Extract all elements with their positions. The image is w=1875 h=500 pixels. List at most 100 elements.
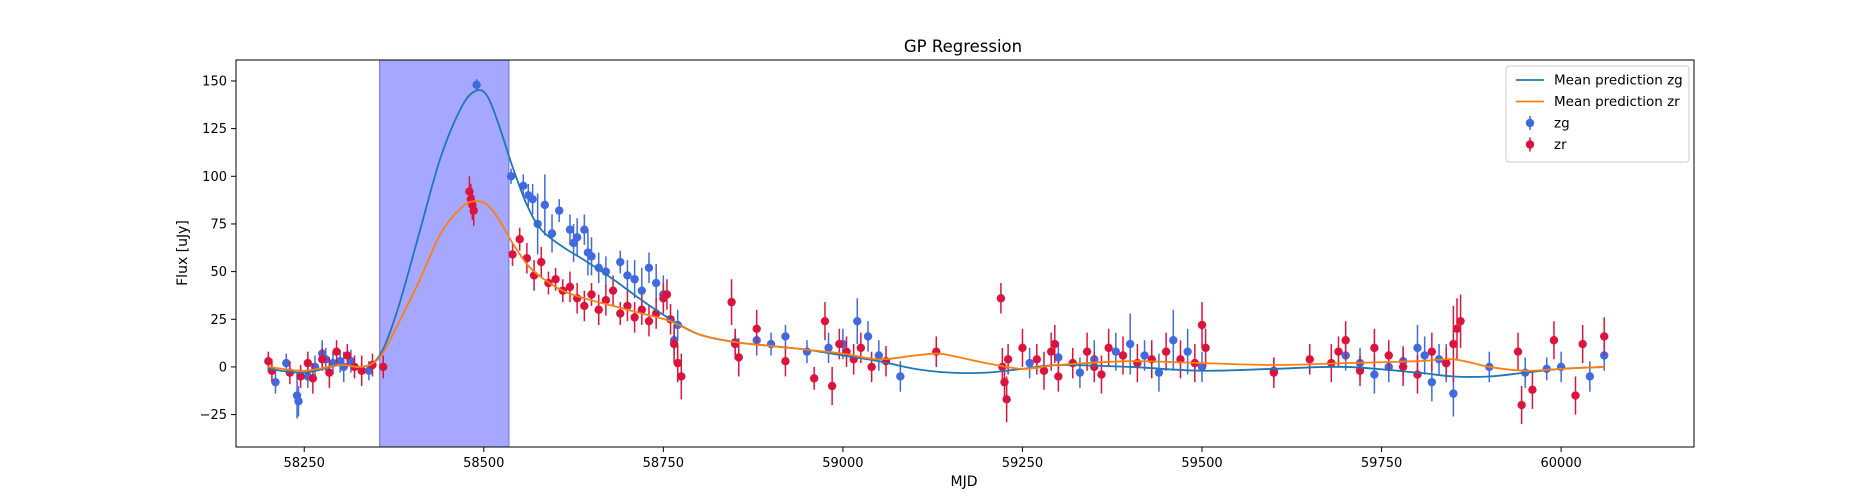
zr-point bbox=[1513, 347, 1523, 356]
zr-point bbox=[1032, 355, 1042, 364]
y-tick-label: 100 bbox=[202, 170, 227, 185]
zr-point bbox=[1082, 347, 1092, 356]
zg-point bbox=[637, 286, 646, 295]
zr-point bbox=[644, 316, 654, 326]
zr-point bbox=[379, 362, 388, 372]
y-tick-label: 75 bbox=[210, 217, 227, 232]
zr-point bbox=[1133, 358, 1142, 368]
zr-point bbox=[608, 286, 618, 295]
zr-point bbox=[932, 347, 941, 356]
zr-point bbox=[1370, 343, 1379, 353]
x-tick-label: 60000 bbox=[1540, 456, 1581, 471]
zr-point bbox=[317, 355, 327, 364]
zg-point bbox=[282, 358, 291, 368]
zr-point bbox=[1334, 347, 1343, 356]
zr-point bbox=[1118, 351, 1128, 360]
zg-point bbox=[271, 377, 280, 387]
zg-point bbox=[863, 332, 873, 341]
zr-point bbox=[1517, 400, 1526, 410]
series-zg bbox=[271, 79, 1609, 419]
zg-point bbox=[781, 332, 790, 341]
zr-point bbox=[867, 362, 876, 372]
zr-point bbox=[1449, 339, 1458, 349]
zr-point bbox=[1384, 351, 1393, 360]
zr-point bbox=[623, 301, 632, 311]
zr-point bbox=[1456, 316, 1465, 326]
zr-point bbox=[1018, 343, 1027, 353]
zr-point bbox=[1097, 370, 1106, 379]
legend-label: zr bbox=[1554, 137, 1567, 153]
zr-point bbox=[325, 368, 334, 377]
zg-point bbox=[1370, 370, 1379, 379]
zr-point bbox=[601, 296, 611, 305]
zr-point bbox=[357, 366, 366, 375]
zr-point bbox=[820, 316, 830, 326]
y-axis-label: Flux [uJy] bbox=[175, 220, 191, 286]
y-tick-label: 150 bbox=[202, 74, 227, 89]
zg-point bbox=[565, 225, 575, 234]
zr-point bbox=[565, 282, 575, 292]
zr-point bbox=[515, 235, 524, 244]
zr-point bbox=[827, 381, 837, 391]
zr-point bbox=[587, 290, 596, 299]
zr-point bbox=[996, 294, 1006, 303]
zr-point bbox=[734, 353, 743, 362]
zr-point bbox=[1002, 395, 1011, 404]
zg-point bbox=[1420, 351, 1429, 360]
zr-point bbox=[1050, 339, 1059, 349]
zr-point bbox=[727, 297, 736, 307]
zr-point bbox=[1427, 347, 1437, 356]
zg-point bbox=[623, 271, 632, 280]
zr-point bbox=[637, 305, 646, 314]
zr-point bbox=[1039, 366, 1049, 375]
zr-point bbox=[1305, 355, 1314, 364]
zr-point bbox=[1528, 385, 1537, 395]
zr-point bbox=[303, 358, 313, 368]
zg-point bbox=[1140, 351, 1149, 360]
x-tick-label: 59250 bbox=[1002, 456, 1043, 471]
legend: Mean prediction zg Mean prediction zr zg zr bbox=[1505, 65, 1690, 163]
zr-point bbox=[264, 357, 273, 366]
legend-label: Mean prediction zg bbox=[1554, 73, 1683, 89]
zr-point bbox=[580, 301, 589, 311]
zr-point bbox=[1197, 320, 1207, 330]
y-tick-label: −25 bbox=[200, 408, 227, 423]
legend-point-marker bbox=[1525, 118, 1535, 128]
zg-point bbox=[644, 263, 654, 272]
zg-point bbox=[1125, 339, 1135, 349]
x-tick-label: 59750 bbox=[1361, 456, 1402, 471]
zg-point bbox=[1183, 347, 1192, 356]
zr-point bbox=[752, 324, 761, 334]
zr-point bbox=[1398, 362, 1408, 372]
x-axis-label: MJD bbox=[951, 474, 978, 490]
zr-point bbox=[616, 309, 625, 318]
zr-point bbox=[1104, 343, 1113, 353]
zr-point bbox=[343, 351, 352, 360]
highlight-region bbox=[379, 59, 510, 448]
zg-point bbox=[547, 229, 557, 238]
zg-point bbox=[874, 351, 884, 360]
zg-point bbox=[1169, 336, 1178, 345]
zg-point bbox=[587, 252, 596, 261]
x-tick-label: 58250 bbox=[284, 456, 325, 471]
zg-point bbox=[1111, 347, 1121, 356]
zr-point bbox=[308, 374, 318, 383]
y-tick-label: 125 bbox=[202, 122, 227, 137]
zg-point bbox=[1054, 353, 1063, 362]
zr-point bbox=[1269, 368, 1279, 377]
zr-point bbox=[781, 357, 790, 366]
plot-area bbox=[264, 59, 1609, 448]
chart-title: GP Regression bbox=[904, 37, 1022, 56]
zg-point bbox=[630, 275, 639, 284]
zr-point bbox=[296, 372, 305, 381]
zg-point bbox=[540, 200, 550, 210]
axes: 58250 58500 58750 59000 59250 59500 59750 60000… bbox=[200, 74, 1582, 471]
zr-point bbox=[856, 343, 866, 353]
zr-point bbox=[1578, 339, 1587, 349]
zr-point bbox=[1442, 358, 1451, 368]
zg-point bbox=[572, 233, 582, 242]
zr-point bbox=[1000, 377, 1009, 387]
zg-point bbox=[580, 225, 589, 234]
